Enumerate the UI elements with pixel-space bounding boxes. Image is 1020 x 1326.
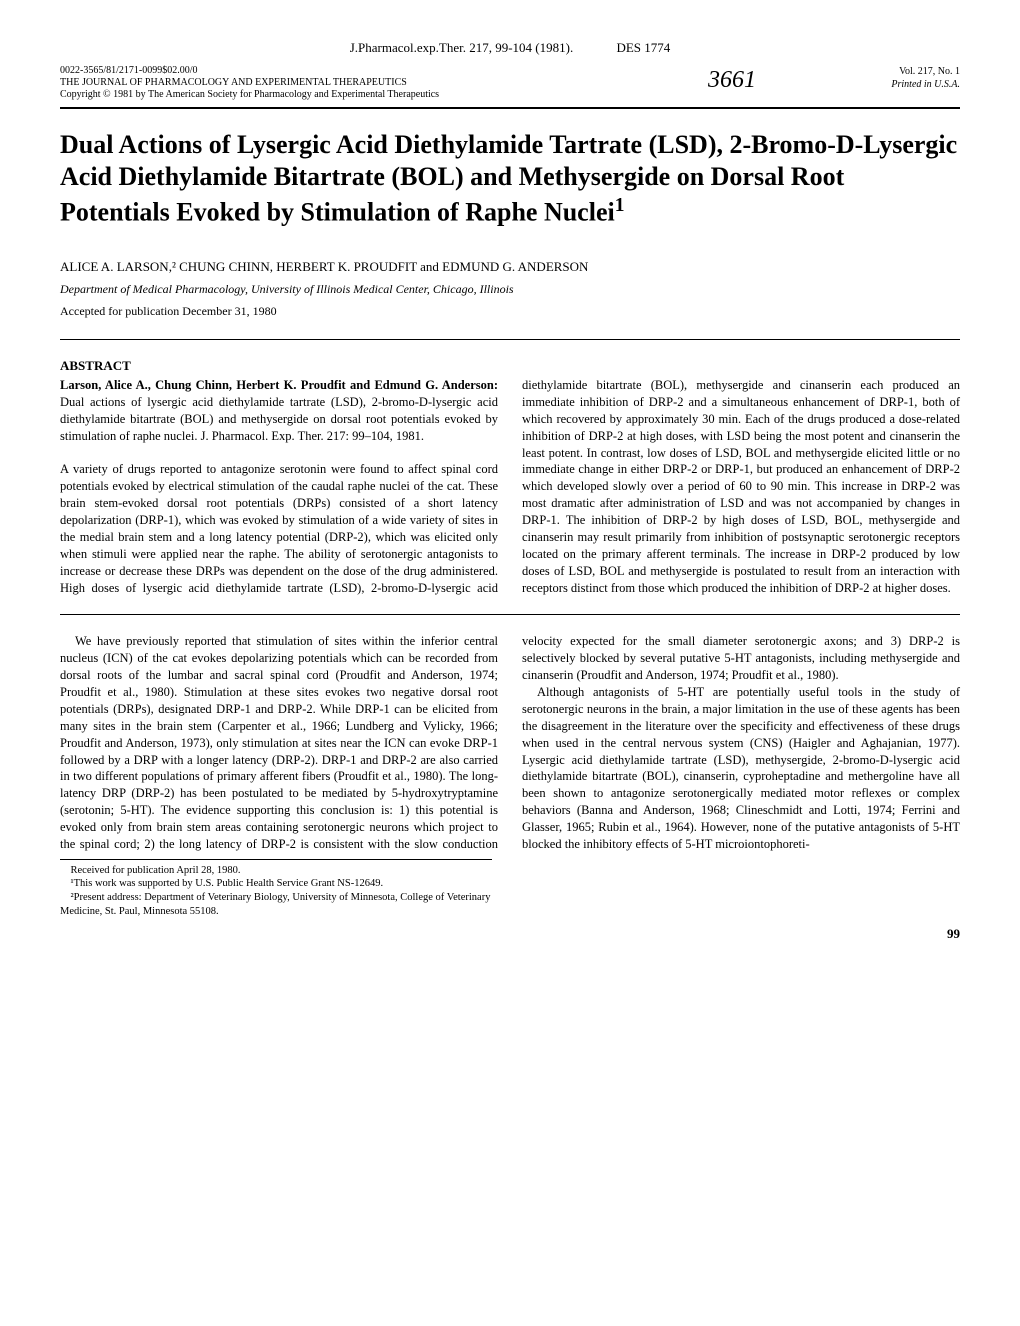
handwritten-number: 3661 [582, 65, 786, 96]
sub-header-right: Vol. 217, No. 1 Printed in U.S.A. [786, 65, 960, 91]
article-title: Dual Actions of Lysergic Acid Diethylami… [60, 129, 960, 229]
copyright-line: Copyright © 1981 by The American Society… [60, 89, 582, 101]
footnote-2: ²Present address: Department of Veterina… [60, 891, 492, 918]
issn-line: 0022-3565/81/2171-0099$02.00/0 [60, 65, 582, 77]
footnote-received: Received for publication April 28, 1980. [60, 864, 492, 878]
page-number: 99 [60, 926, 960, 943]
sub-header-left: 0022-3565/81/2171-0099$02.00/0 THE JOURN… [60, 65, 582, 101]
abstract-lead: Larson, Alice A., Chung Chinn, Herbert K… [60, 378, 498, 392]
abstract-bottom-rule [60, 614, 960, 615]
authors: ALICE A. LARSON,² CHUNG CHINN, HERBERT K… [60, 259, 960, 276]
journal-name: THE JOURNAL OF PHARMACOLOGY AND EXPERIME… [60, 77, 582, 89]
abstract-body: Larson, Alice A., Chung Chinn, Herbert K… [60, 377, 960, 596]
footnote-1: ¹This work was supported by U.S. Public … [60, 877, 492, 891]
abstract-p2: A variety of drugs reported to antagoniz… [60, 378, 960, 595]
abstract-heading: ABSTRACT [60, 358, 960, 375]
sub-header: 0022-3565/81/2171-0099$02.00/0 THE JOURN… [60, 65, 960, 101]
abstract-top-rule [60, 339, 960, 340]
affiliation: Department of Medical Pharmacology, Univ… [60, 282, 960, 298]
title-footnote-marker: 1 [615, 195, 625, 216]
top-rule [60, 107, 960, 109]
title-text: Dual Actions of Lysergic Acid Diethylami… [60, 130, 957, 227]
accepted-date: Accepted for publication December 31, 19… [60, 304, 960, 320]
journal-ref: J.Pharmacol.exp.Ther. 217, 99-104 (1981)… [350, 40, 573, 55]
body-p2: Although antagonists of 5-HT are potenti… [522, 684, 960, 853]
abstract-p1-rest: Dual actions of lysergic acid diethylami… [60, 395, 498, 443]
vol-line: Vol. 217, No. 1 [786, 65, 960, 78]
des-code: DES 1774 [616, 40, 670, 57]
footnotes: Received for publication April 28, 1980.… [60, 859, 492, 919]
body-text: We have previously reported that stimula… [60, 633, 960, 852]
top-header: J.Pharmacol.exp.Ther. 217, 99-104 (1981)… [60, 40, 960, 57]
printed-line: Printed in U.S.A. [786, 78, 960, 91]
